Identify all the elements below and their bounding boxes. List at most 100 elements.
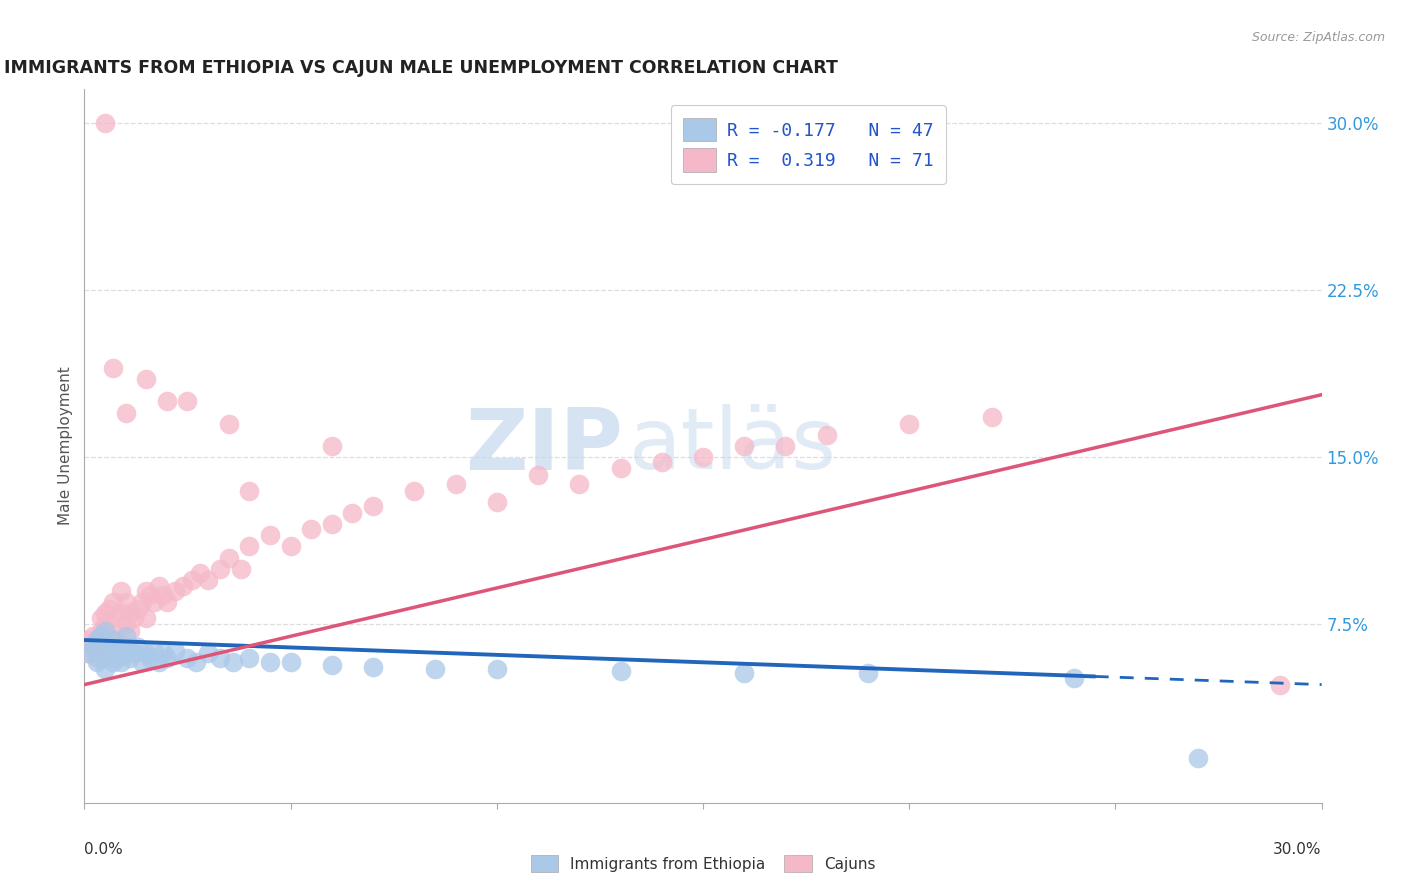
Point (651, 455, 673, 469)
Point (299, 521, 322, 535)
Point (77, 646, 100, 660)
Point (259, 528, 281, 542)
Point (135, 583, 157, 598)
Point (114, 628, 136, 642)
Text: IMMIGRANTS FROM ETHIOPIA VS CAJUN MALE UNEMPLOYMENT CORRELATION CHART: IMMIGRANTS FROM ETHIOPIA VS CAJUN MALE U… (4, 59, 838, 77)
Point (209, 651, 232, 665)
Point (197, 573, 219, 587)
Point (110, 655, 132, 669)
Point (90, 624, 112, 639)
Point (280, 655, 302, 669)
Point (122, 610, 145, 624)
Text: ZIP: ZIP (465, 404, 623, 488)
Point (259, 655, 281, 669)
Point (114, 405, 136, 419)
Point (609, 461, 631, 475)
Point (118, 651, 141, 665)
Point (90, 628, 112, 642)
Point (118, 607, 141, 621)
Point (114, 644, 136, 658)
Point (77, 633, 100, 648)
Point (86, 633, 108, 648)
Point (103, 633, 125, 648)
Point (90, 610, 112, 624)
Point (321, 517, 343, 532)
Point (131, 595, 153, 609)
Text: Source: ZipAtlas.com: Source: ZipAtlas.com (1251, 31, 1385, 45)
Point (103, 595, 125, 609)
Point (197, 646, 219, 660)
Point (527, 467, 550, 482)
Point (321, 439, 343, 453)
Point (114, 617, 136, 632)
Point (114, 595, 136, 609)
Point (77, 646, 100, 660)
Point (143, 595, 166, 609)
Point (82, 640, 104, 654)
Point (485, 662, 508, 676)
Point (485, 494, 508, 508)
Point (815, 427, 838, 442)
Point (98, 601, 121, 615)
Point (361, 500, 384, 514)
Point (152, 589, 174, 603)
Point (90, 651, 112, 665)
Point (139, 589, 162, 603)
Legend: R = -0.177   N = 47, R =  0.319   N = 71: R = -0.177 N = 47, R = 0.319 N = 71 (671, 105, 946, 185)
Point (238, 539, 260, 553)
Point (856, 666, 879, 681)
Point (103, 655, 125, 669)
Point (176, 394, 198, 409)
Point (568, 476, 591, 491)
Point (82, 640, 104, 654)
Point (156, 651, 179, 665)
Text: atläs: atläs (628, 404, 837, 488)
Point (156, 394, 179, 409)
Point (98, 646, 121, 660)
Point (94, 607, 117, 621)
Point (86, 655, 108, 669)
Point (118, 624, 141, 639)
Point (1063, 671, 1085, 685)
Point (609, 664, 631, 678)
Point (209, 562, 232, 576)
Point (148, 580, 170, 594)
Y-axis label: Male Unemployment: Male Unemployment (58, 367, 73, 525)
Point (180, 573, 202, 587)
Point (94, 662, 117, 676)
Point (135, 610, 157, 624)
Point (280, 539, 302, 553)
Point (444, 476, 467, 491)
Point (94, 617, 117, 632)
Point (404, 483, 426, 498)
Point (148, 655, 170, 669)
Point (110, 607, 132, 621)
Point (692, 450, 714, 464)
Point (423, 662, 446, 676)
Point (361, 660, 384, 674)
Point (94, 115, 117, 129)
Point (775, 439, 797, 453)
Point (105, 633, 128, 648)
Point (321, 657, 343, 672)
Point (98, 628, 121, 642)
Point (733, 666, 755, 681)
Point (143, 644, 166, 658)
Point (135, 646, 157, 660)
Point (110, 583, 132, 598)
Point (342, 506, 364, 520)
Point (238, 651, 260, 665)
Point (980, 409, 1002, 424)
Point (98, 640, 121, 654)
Legend: Immigrants from Ethiopia, Cajuns: Immigrants from Ethiopia, Cajuns (523, 847, 883, 880)
Point (135, 372, 157, 386)
Point (94, 640, 117, 654)
Point (218, 550, 240, 565)
Point (131, 655, 153, 669)
Point (898, 417, 921, 431)
Point (86, 633, 108, 648)
Point (94, 624, 117, 639)
Point (105, 610, 128, 624)
Point (127, 601, 149, 615)
Point (188, 566, 211, 580)
